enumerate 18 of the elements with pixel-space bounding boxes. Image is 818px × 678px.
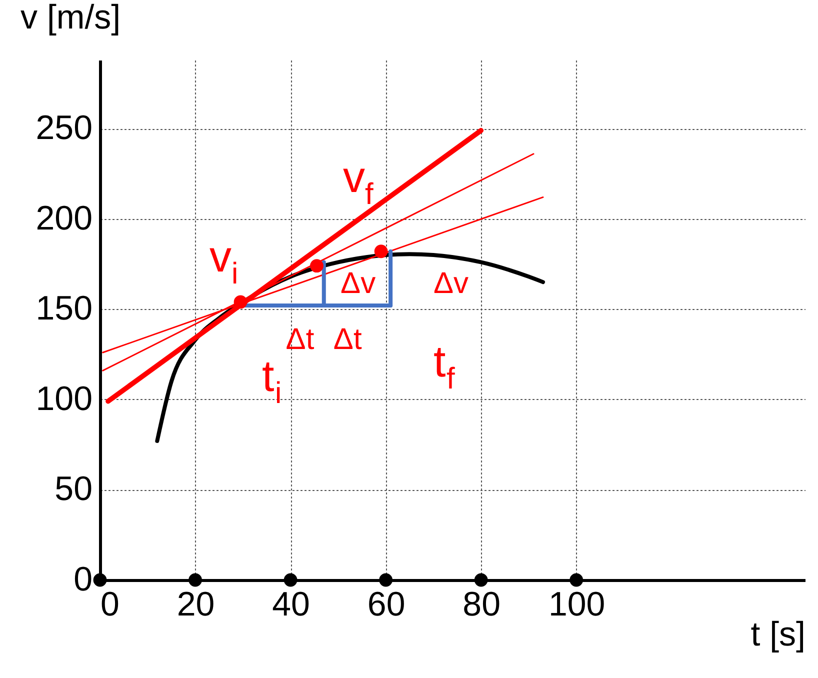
y-tick-label: 100: [36, 380, 92, 418]
x-tick-label: 80: [462, 586, 500, 624]
annotation: Δt: [333, 322, 362, 356]
annotation: Δt: [286, 322, 315, 356]
x-tick-label: 60: [367, 586, 406, 624]
x-tick-label: 40: [272, 586, 310, 624]
x-axis-title: t [s]: [750, 616, 806, 654]
x-tick-label: 0: [100, 586, 120, 624]
y-tick-label: 250: [36, 109, 92, 148]
y-tick-label: 0: [74, 560, 92, 598]
y-axis-title: v [m/s]: [20, 0, 121, 36]
x-tick-label: 20: [176, 586, 215, 624]
x-tick-label: 100: [548, 586, 606, 624]
y-tick-label: 50: [54, 470, 92, 508]
annotation: Δv: [433, 266, 468, 300]
y-tick-label: 150: [36, 290, 92, 328]
y-tick-label: 200: [36, 199, 92, 238]
annotation: Δv: [340, 266, 376, 300]
